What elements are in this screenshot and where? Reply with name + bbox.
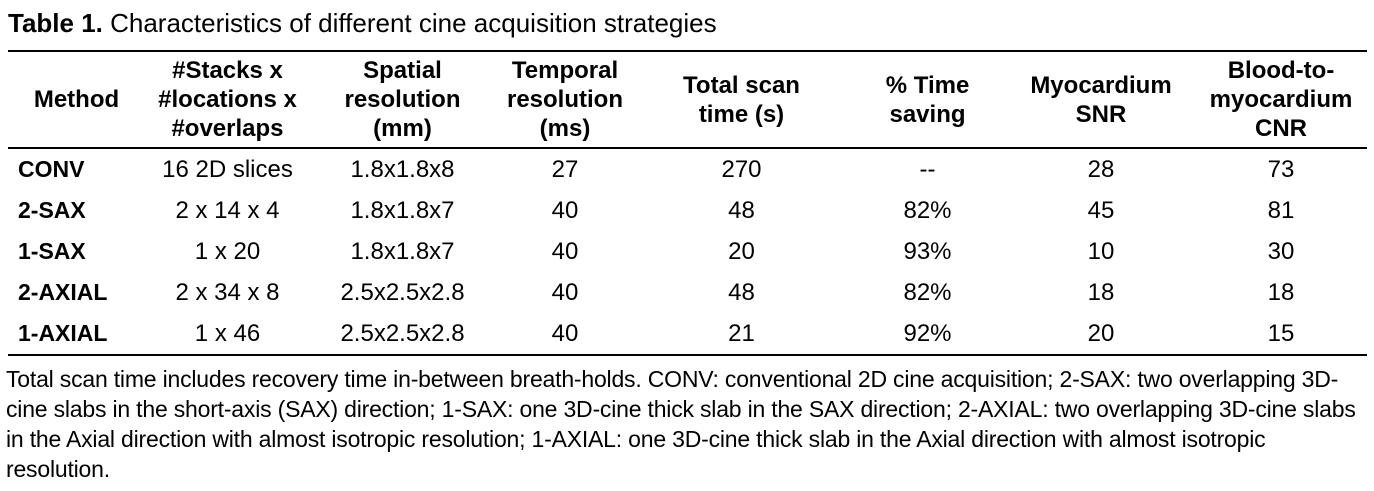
data-cell: 20 [1087,319,1115,347]
table-title-label: Table 1. [8,8,103,38]
method-cell: 2-AXIAL [18,279,108,305]
column-header-time-saving: % Time saving [848,51,1007,149]
data-cell: 21 [728,319,755,347]
data-cell: 93% [903,237,952,265]
table-row-2axial: 2-AXIAL 2 x 34 x 8 2.5x2.5x2.8 40 48 82%… [8,272,1367,313]
data-cell: -- [919,155,936,183]
column-header-method: Method [8,51,145,149]
data-cell: 2.5x2.5x2.8 [340,319,465,347]
method-cell: 1-AXIAL [18,320,108,346]
data-cell: 82% [903,196,952,224]
cine-strategies-table: Method #Stacks x #locations x #overlaps … [8,50,1367,356]
data-cell: 73 [1267,155,1295,183]
column-header-total-scan-time: Total scan time (s) [635,51,848,149]
column-header-myocardium-snr: Myocardium SNR [1007,51,1195,149]
data-cell: 30 [1267,237,1295,265]
data-cell: 15 [1267,319,1295,347]
data-cell: 20 [728,237,755,265]
data-cell: 1.8x1.8x7 [350,196,455,224]
data-cell: 2 x 34 x 8 [175,278,280,306]
data-cell: 48 [728,196,755,224]
table-title-text: Characteristics of different cine acquis… [102,8,717,38]
data-cell: 28 [1087,155,1115,183]
data-cell: 1.8x1.8x7 [350,237,455,265]
data-cell: 45 [1087,196,1115,224]
data-cell: 82% [903,278,952,306]
table-footnote: Total scan time includes recovery time i… [6,366,1356,482]
table-row-1axial: 1-AXIAL 1 x 46 2.5x2.5x2.8 40 21 92% 20 … [8,313,1367,355]
data-cell: 2.5x2.5x2.8 [340,278,465,306]
method-cell: 2-SAX [18,197,86,223]
table-row-1sax: 1-SAX 1 x 20 1.8x1.8x7 40 20 93% 10 30 [8,231,1367,272]
data-cell: 1 x 46 [194,319,261,347]
data-cell: 27 [551,155,579,183]
data-cell: 40 [551,278,579,306]
data-cell: 10 [1087,237,1115,265]
data-cell: 1.8x1.8x8 [350,155,455,183]
method-cell: CONV [18,156,85,182]
table-title: Table 1. Characteristics of different ci… [0,0,1374,39]
column-header-temporal-resolution: Temporal resolution (ms) [495,51,635,149]
table-row-2sax: 2-SAX 2 x 14 x 4 1.8x1.8x7 40 48 82% 45 … [8,190,1367,231]
data-cell: 18 [1267,278,1295,306]
data-cell: 40 [551,319,579,347]
column-header-stacks: #Stacks x #locations x #overlaps [145,51,310,149]
data-cell: 18 [1087,278,1115,306]
table-row-conv: CONV 16 2D slices 1.8x1.8x8 27 270 -- 28… [8,148,1367,190]
method-cell: 1-SAX [18,238,86,264]
data-cell: 1 x 20 [194,237,261,265]
data-cell: 270 [721,155,762,183]
data-cell: 40 [551,237,579,265]
header-row: Method #Stacks x #locations x #overlaps … [8,51,1367,149]
column-header-spatial-resolution: Spatial resolution (mm) [310,51,495,149]
data-cell: 2 x 14 x 4 [175,196,280,224]
data-cell: 48 [728,278,755,306]
data-cell: 92% [903,319,952,347]
data-cell: 81 [1267,196,1295,224]
column-header-blood-myocardium-cnr: Blood-to- myocardium CNR [1195,51,1367,149]
data-cell: 16 2D slices [162,155,293,183]
data-cell: 40 [551,196,579,224]
